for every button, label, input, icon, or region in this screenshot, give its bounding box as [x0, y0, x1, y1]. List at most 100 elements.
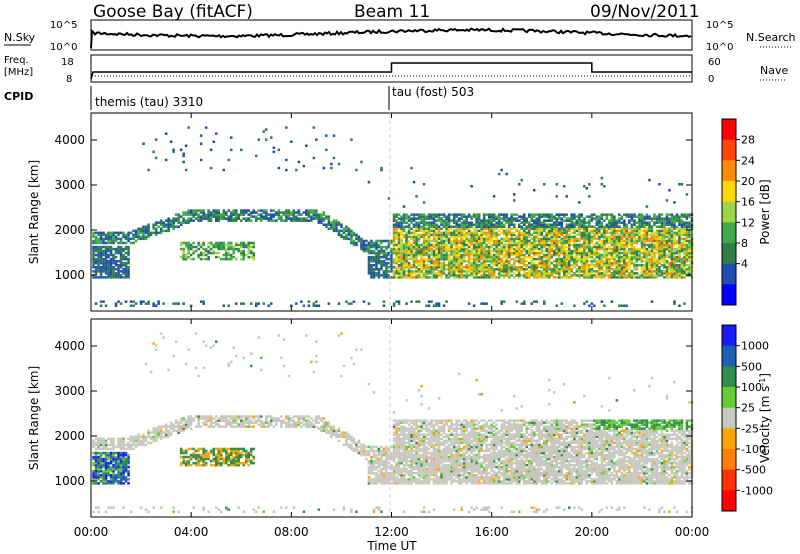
rti-cell	[472, 247, 476, 251]
rti-cell	[570, 257, 573, 261]
rti-cell	[442, 241, 446, 245]
rti-cell	[658, 257, 661, 261]
nsearch-tick-top: 10^5	[706, 20, 733, 31]
rti-cell	[114, 445, 118, 449]
rti-cell	[235, 217, 238, 220]
rti-cell	[177, 215, 180, 218]
rti-cell	[665, 243, 669, 247]
rti-cell	[375, 251, 378, 255]
rti-cell	[102, 478, 105, 481]
rti-cell	[507, 276, 511, 279]
rti-cell	[225, 255, 228, 259]
rti-cell	[605, 274, 609, 277]
rti-cell	[548, 274, 551, 277]
rti-cell	[465, 249, 468, 253]
rti-cell	[127, 457, 130, 461]
rti-cell	[117, 245, 120, 249]
rti-cell	[104, 453, 108, 457]
rti-cell	[119, 478, 123, 481]
rti-cell	[685, 255, 689, 259]
rti-cell	[480, 302, 483, 305]
rti-cell	[588, 233, 591, 237]
rti-cell	[157, 302, 160, 305]
rti-cell	[372, 264, 376, 267]
rti-cell	[197, 449, 200, 453]
rti-cell	[640, 245, 644, 249]
rti-cell	[507, 270, 511, 273]
rti-cell	[548, 213, 551, 216]
rti-cell	[535, 231, 538, 235]
rti-cell	[477, 221, 481, 224]
rti-cell	[653, 245, 656, 249]
rti-cell	[487, 225, 491, 228]
rti-cell	[257, 213, 260, 216]
rti-cell	[575, 253, 579, 257]
rti-cell	[500, 225, 503, 228]
rti-cell	[482, 237, 486, 241]
rti-cell	[608, 225, 611, 228]
rti-cell	[500, 237, 503, 241]
rti-cell	[422, 213, 426, 216]
rti-cell	[407, 219, 411, 222]
rti-cell	[452, 235, 456, 239]
rti-cell	[194, 209, 198, 212]
rti-cell	[658, 245, 661, 249]
rti-cell	[668, 241, 671, 245]
rti-cell	[675, 259, 679, 263]
rti-cell	[635, 259, 639, 263]
rti-cell	[568, 223, 571, 226]
rti-cell	[397, 300, 401, 303]
rti-cell	[495, 259, 498, 263]
rti-cell	[528, 255, 531, 259]
rti-cell	[477, 259, 481, 263]
rti-cell	[583, 266, 586, 269]
rti-cell	[144, 237, 148, 241]
rti-cell	[545, 241, 548, 245]
rti-cell	[507, 229, 511, 233]
rti-cell	[452, 272, 456, 275]
rti-cell	[370, 243, 373, 247]
rti-cell	[543, 261, 546, 265]
rti-cell	[513, 249, 516, 253]
rti-cell	[518, 225, 521, 228]
rti-cell	[470, 237, 473, 241]
rti-cell	[94, 461, 98, 465]
rti-cell	[615, 231, 619, 235]
rti-cell	[92, 443, 95, 447]
rti-cell	[460, 231, 463, 235]
rti-cell	[134, 302, 138, 305]
rti-cell	[630, 245, 634, 249]
rti-cell	[109, 470, 113, 473]
rti-cell	[417, 259, 421, 263]
rti-cell	[520, 266, 523, 269]
rti-cell	[455, 231, 458, 235]
rti-cell	[230, 241, 233, 245]
rti-cell	[237, 215, 240, 218]
rti-cell	[184, 461, 188, 465]
rti-cell	[109, 247, 113, 251]
rti-cell	[588, 264, 591, 267]
rti-cell	[127, 478, 130, 481]
rti-cell	[235, 215, 238, 218]
rti-cell	[680, 247, 684, 251]
colorbar-swatch	[722, 139, 736, 161]
rti-cell	[132, 300, 135, 303]
rti-cell	[465, 219, 468, 222]
rti-cell	[415, 221, 418, 224]
rti-cell	[668, 213, 671, 216]
rti-cell	[570, 264, 573, 267]
rti-cell	[425, 233, 428, 237]
rti-cell	[99, 268, 103, 271]
rti-cell	[475, 241, 478, 245]
rti-cell	[525, 237, 528, 241]
rti-cell	[182, 423, 185, 426]
rti-cell	[525, 235, 528, 239]
rti-cell	[605, 235, 609, 239]
rti-cell	[194, 457, 198, 461]
rti-cell	[114, 476, 118, 479]
rti-cell	[320, 221, 323, 224]
rti-cell	[112, 237, 115, 241]
rti-cell	[573, 251, 576, 255]
rti-cell	[578, 270, 581, 273]
